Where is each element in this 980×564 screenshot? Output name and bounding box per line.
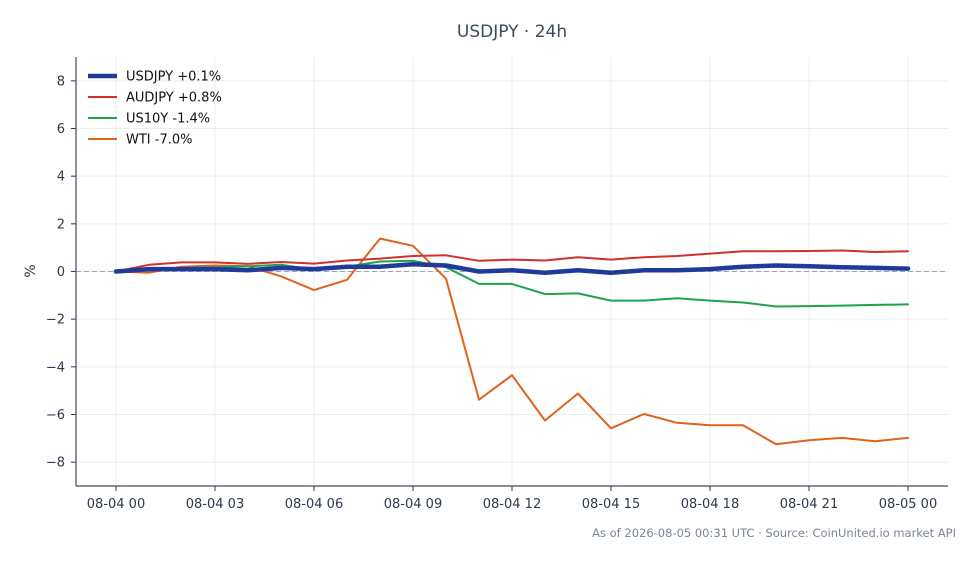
legend-label-usdjpy: USDJPY +0.1%: [126, 70, 221, 85]
y-tick-label: 8: [57, 74, 65, 89]
x-tick-label: 08-04 18: [681, 497, 739, 512]
axes: −8 −6 −4 −2 0 2 4 6 8 08-04 00 08-04 03 08-04 06 08-…: [46, 57, 948, 512]
series-line-audjpy: [115, 249, 909, 273]
y-tick-label: −2: [46, 313, 65, 328]
y-tick-label: 0: [57, 265, 65, 280]
x-tick-label: 08-04 03: [186, 497, 244, 512]
legend-label-us10y: US10Y -1.4%: [126, 112, 210, 127]
y-axis-label: %: [23, 264, 39, 277]
series-line-us10y: [115, 259, 909, 308]
x-tick-label: 08-04 00: [87, 497, 145, 512]
legend-label-wti: WTI -7.0%: [126, 133, 192, 148]
y-tick-label: 2: [57, 217, 65, 232]
y-tick-label: 4: [57, 170, 65, 185]
x-tick-label: 08-04 21: [780, 497, 838, 512]
x-tick-label: 08-04 12: [483, 497, 541, 512]
series-line-usdjpy: [113, 262, 911, 275]
legend: USDJPY +0.1% AUDJPY +0.8% US10Y -1.4% WTI -…: [88, 70, 222, 148]
x-tick-label: 08-04 06: [285, 497, 343, 512]
series-lines: [113, 237, 911, 446]
x-tick-label: 08-04 15: [582, 497, 640, 512]
y-tick-label: −8: [46, 456, 65, 471]
y-tick-label: −4: [46, 360, 65, 375]
y-tick-label: −6: [46, 408, 65, 423]
chart-title: USDJPY · 24h: [457, 22, 567, 42]
legend-label-audjpy: AUDJPY +0.8%: [126, 91, 222, 106]
source-footnote: As of 2026-08-05 00:31 UTC · Source: Coi…: [592, 526, 956, 540]
y-tick-label: 6: [57, 122, 65, 137]
x-tick-label: 08-05 00: [879, 497, 937, 512]
x-tick-label: 08-04 09: [384, 497, 442, 512]
